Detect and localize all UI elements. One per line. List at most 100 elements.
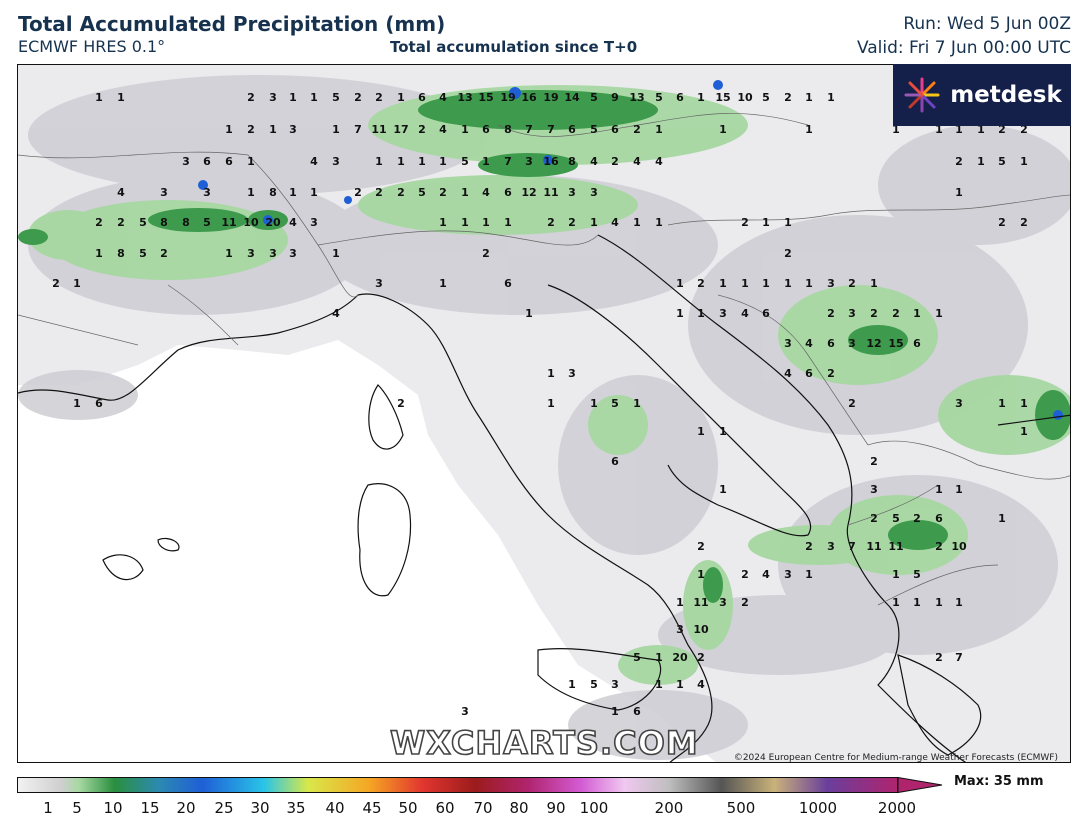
precip-value-label: 1 bbox=[676, 277, 684, 290]
precip-value-label: 3 bbox=[590, 186, 598, 199]
precip-value-label: 5 bbox=[998, 155, 1006, 168]
precip-colorbar bbox=[17, 777, 943, 794]
precip-value-label: 2 bbox=[870, 512, 878, 525]
precip-value-label: 2 bbox=[418, 123, 426, 136]
precip-value-label: 1 bbox=[827, 91, 835, 104]
precip-value-label: 1 bbox=[977, 155, 985, 168]
precip-value-label: 1 bbox=[439, 277, 447, 290]
precip-value-label: 1 bbox=[762, 216, 770, 229]
precip-value-label: 3 bbox=[955, 397, 963, 410]
precip-value-label: 4 bbox=[611, 216, 619, 229]
precip-value-label: 1 bbox=[504, 216, 512, 229]
precip-value-label: 1 bbox=[935, 307, 943, 320]
precip-value-label: 1 bbox=[655, 651, 663, 664]
precip-value-label: 1 bbox=[697, 568, 705, 581]
precip-value-label: 7 bbox=[525, 123, 533, 136]
precip-value-label: 1 bbox=[418, 155, 426, 168]
precip-value-label: 1 bbox=[95, 247, 103, 260]
precip-value-label: 1 bbox=[225, 123, 233, 136]
valid-time: Valid: Fri 7 Jun 00:00 UTC bbox=[856, 38, 1071, 58]
precip-value-label: 8 bbox=[568, 155, 576, 168]
precip-value-label: 6 bbox=[482, 123, 490, 136]
precip-value-label: 3 bbox=[784, 568, 792, 581]
wxcharts-watermark: WXCHARTS.COM bbox=[389, 723, 699, 763]
precip-value-label: 6 bbox=[504, 277, 512, 290]
precip-value-label: 4 bbox=[310, 155, 318, 168]
precip-value-label: 4 bbox=[482, 186, 490, 199]
precip-value-label: 6 bbox=[913, 337, 921, 350]
precip-value-label: 6 bbox=[611, 123, 619, 136]
precip-value-label: 6 bbox=[935, 512, 943, 525]
heavy-precip-areas bbox=[18, 90, 1070, 603]
precip-value-label: 1 bbox=[397, 91, 405, 104]
precip-value-label: 2 bbox=[160, 247, 168, 260]
precip-value-label: 10 bbox=[737, 91, 753, 104]
precip-value-label: 2 bbox=[611, 155, 619, 168]
precip-value-label: 1 bbox=[977, 123, 985, 136]
colorbar-tick-label: 15 bbox=[140, 799, 160, 817]
colorbar-tick-label: 2000 bbox=[877, 799, 917, 817]
precip-value-label: 1 bbox=[461, 186, 469, 199]
precip-value-label: 20 bbox=[265, 216, 281, 229]
precip-value-label: 4 bbox=[697, 678, 705, 691]
precip-value-label: 7 bbox=[955, 651, 963, 664]
precip-value-label: 6 bbox=[418, 91, 426, 104]
coastlines bbox=[18, 234, 1070, 762]
precip-value-label: 1 bbox=[289, 186, 297, 199]
precip-value-label: 3 bbox=[611, 678, 619, 691]
precip-value-label: 4 bbox=[289, 216, 297, 229]
precip-value-label: 3 bbox=[375, 277, 383, 290]
precip-value-label: 1 bbox=[269, 123, 277, 136]
precip-value-label: 1 bbox=[117, 91, 125, 104]
precip-value-label: 2 bbox=[870, 307, 878, 320]
precip-value-label: 2 bbox=[95, 216, 103, 229]
precip-value-label: 2 bbox=[354, 186, 362, 199]
precip-value-label: 1 bbox=[289, 91, 297, 104]
colorbar-tick-label: 1 bbox=[43, 799, 53, 817]
precip-value-label: 20 bbox=[672, 651, 688, 664]
precip-value-label: 15 bbox=[888, 337, 903, 350]
logo-text: metdesk bbox=[950, 82, 1062, 108]
precip-value-label: 19 bbox=[500, 91, 515, 104]
precip-value-label: 6 bbox=[225, 155, 233, 168]
precip-value-label: 3 bbox=[247, 247, 255, 260]
precip-value-label: 2 bbox=[397, 186, 405, 199]
precip-value-label: 1 bbox=[955, 483, 963, 496]
metdesk-logo: metdesk bbox=[893, 64, 1071, 126]
precip-value-label: 3 bbox=[332, 155, 340, 168]
precip-value-label: 3 bbox=[269, 91, 277, 104]
precip-value-label: 3 bbox=[784, 337, 792, 350]
precip-value-label: 1 bbox=[784, 277, 792, 290]
precip-value-label: 5 bbox=[139, 216, 147, 229]
precip-value-label: 7 bbox=[504, 155, 512, 168]
precip-value-label: 5 bbox=[590, 123, 598, 136]
precip-value-label: 2 bbox=[913, 512, 921, 525]
precip-value-label: 6 bbox=[568, 123, 576, 136]
precip-value-label: 1 bbox=[998, 397, 1006, 410]
precip-value-label: 8 bbox=[504, 123, 512, 136]
precip-value-label: 5 bbox=[655, 91, 663, 104]
precip-value-label: 4 bbox=[439, 123, 447, 136]
precip-value-label: 1 bbox=[461, 216, 469, 229]
precip-value-label: 2 bbox=[52, 277, 60, 290]
precip-value-label: 1 bbox=[95, 91, 103, 104]
precip-value-label: 1 bbox=[719, 425, 727, 438]
precip-value-label: 3 bbox=[289, 247, 297, 260]
colorbar-tick-label: 50 bbox=[398, 799, 418, 817]
precip-value-label: 5 bbox=[762, 91, 770, 104]
precip-value-label: 2 bbox=[247, 123, 255, 136]
precip-value-label: 4 bbox=[805, 337, 813, 350]
colorbar-tick-label: 100 bbox=[579, 799, 609, 817]
precip-value-label: 4 bbox=[117, 186, 125, 199]
precip-value-label: 16 bbox=[543, 155, 559, 168]
colorbar-tick-label: 40 bbox=[325, 799, 345, 817]
precip-value-label: 1 bbox=[719, 277, 727, 290]
colorbar-tick-label: 30 bbox=[250, 799, 270, 817]
precip-value-label: 1 bbox=[482, 155, 490, 168]
precip-value-label: 8 bbox=[269, 186, 277, 199]
precip-value-label: 4 bbox=[784, 367, 792, 380]
precip-value-label: 5 bbox=[590, 678, 598, 691]
precip-value-label: 1 bbox=[1020, 155, 1028, 168]
precip-value-label: 1 bbox=[655, 216, 663, 229]
precip-value-label: 5 bbox=[913, 568, 921, 581]
